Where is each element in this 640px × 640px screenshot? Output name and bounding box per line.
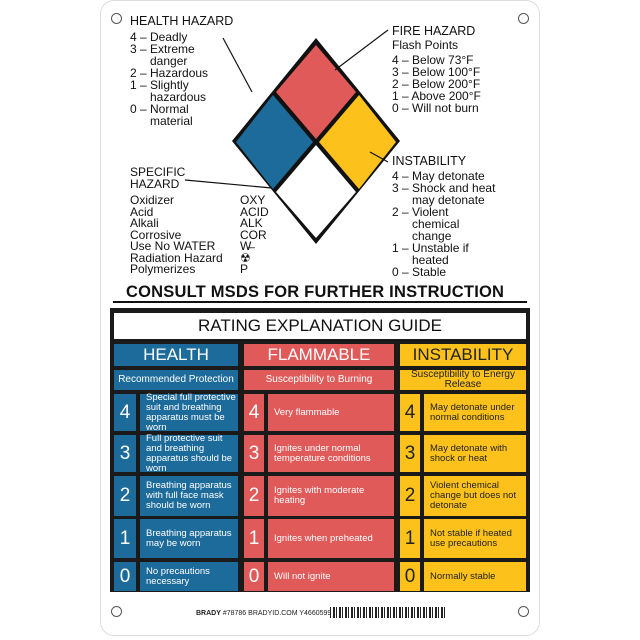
- flammable-column-subheader: Susceptibility to Burning: [244, 370, 394, 390]
- mounting-hole: [518, 606, 529, 617]
- fire-item: 3 – Below 100°F: [392, 65, 481, 79]
- fire-item: 4 – Below 73°F: [392, 53, 474, 67]
- divider: [113, 301, 527, 303]
- specific-hazard-name: Acid: [130, 204, 154, 219]
- health-rating-description: Breathing apparatus with full face mask …: [140, 476, 238, 516]
- instability-item: 3 – Shock and heat may detonate: [392, 181, 496, 207]
- barcode: [330, 607, 445, 618]
- instability-list: 4 – May detonate 3 – Shock and heat may …: [392, 170, 495, 278]
- health-item: 4 – Deadly: [130, 30, 188, 44]
- instability-column-header: INSTABILITY: [400, 344, 526, 366]
- flammable-column-header: FLAMMABLE: [244, 344, 394, 366]
- health-rating-description: Full protective suit and breathing appar…: [140, 433, 238, 473]
- health-rating-number: 4: [114, 394, 136, 431]
- instability-rating-description: Normally stable: [424, 562, 526, 591]
- specific-hazard-name: Use No WATER: [130, 239, 216, 253]
- instability-rating-number: 2: [400, 476, 420, 516]
- specific-hazard-code: ☢: [240, 250, 251, 265]
- consult-msds-text: CONSULT MSDS FOR FURTHER INSTRUCTION: [126, 283, 505, 301]
- instability-rating-number: 0: [400, 562, 420, 591]
- instability-rating-number: 4: [400, 394, 420, 431]
- specific-hazard-name: Radiation Hazard: [130, 250, 223, 265]
- health-hazard-title: HEALTH HAZARD: [130, 14, 234, 28]
- instability-rating-description: Violent chemical change but does not det…: [424, 476, 526, 516]
- fire-item: 1 – Above 200°F: [392, 89, 481, 103]
- flammable-rating-number: 0: [244, 562, 264, 591]
- specific-hazard-name: Alkali: [130, 216, 159, 230]
- flammable-rating-number: 1: [244, 519, 264, 558]
- diamond-outline: [232, 38, 400, 244]
- specific-hazard-code: OXY: [240, 193, 266, 207]
- instability-rating-description: May detonate with shock or heat: [424, 435, 526, 472]
- flammable-rating-description: Ignites with moderate heating: [268, 476, 394, 516]
- health-rating-number: 2: [114, 476, 136, 516]
- health-rating-description: Special full protective suit and breathi…: [140, 392, 238, 432]
- nfpa-diamond: [232, 38, 400, 244]
- instability-quadrant: [319, 95, 396, 189]
- health-column-subheader: Recommended Protection: [114, 370, 238, 390]
- specific-hazard-code: ALK: [240, 216, 263, 230]
- instability-item: 2 – Violent chemical change: [392, 205, 460, 243]
- health-item: 0 – Normal material: [130, 102, 193, 128]
- specific-hazard-code: W̶: [240, 239, 252, 253]
- flammable-rating-number: 2: [244, 476, 264, 516]
- flammable-rating-description: Ignites when preheated: [268, 519, 394, 558]
- instability-item: 0 – Stable: [392, 265, 447, 279]
- flammable-rating-description: Very flammable: [268, 394, 394, 431]
- specific-hazard-name: Polymerizes: [130, 262, 196, 276]
- brand-logo: BRADY: [196, 610, 221, 617]
- flammable-rating-number: 4: [244, 394, 264, 431]
- fire-item: 0 – Will not burn: [392, 101, 479, 115]
- leader-lines: [184, 29, 389, 189]
- health-rating-description: Breathing apparatus may be worn: [140, 519, 238, 558]
- specific-hazard-code: ACID: [240, 204, 269, 219]
- specific-hazard-code: P: [240, 262, 249, 276]
- fire-item: 2 – Below 200°F: [392, 77, 481, 91]
- special-quadrant: [276, 145, 356, 238]
- health-item: 2 – Hazardous: [130, 66, 209, 80]
- instability-item: 1 – Unstable if heated: [392, 241, 469, 267]
- health-hazard-list: 4 – Deadly 3 – Extreme danger 2 – Hazard…: [130, 31, 208, 127]
- flammable-rating-description: Will not ignite: [268, 562, 394, 591]
- health-rating-number: 0: [114, 562, 136, 591]
- flammable-rating-description: Ignites under normal temperature conditi…: [268, 435, 394, 472]
- mounting-hole: [111, 606, 122, 617]
- fire-hazard-subtitle: Flash Points: [392, 38, 459, 52]
- specific-hazard-code: COR: [240, 227, 267, 242]
- instability-item: 4 – May detonate: [392, 169, 485, 183]
- specific-hazard-name: Corrosive: [130, 227, 182, 242]
- instability-title: INSTABILITY: [392, 154, 467, 168]
- fire-hazard-list: 4 – Below 73°F 3 – Below 100°F 2 – Below…: [392, 54, 481, 114]
- product-code: #78786 BRADYID.COM Y4660599: [222, 610, 332, 617]
- health-rating-number: 3: [114, 435, 136, 472]
- instability-rating-description: Not stable if heated use precautions: [424, 519, 526, 558]
- specific-hazard-name: Oxidizer: [130, 193, 175, 207]
- mounting-hole: [518, 13, 529, 24]
- rating-guide: RATING EXPLANATION GUIDE HEALTH Recommend…: [110, 308, 530, 592]
- health-item: 1 – Slightly hazardous: [130, 78, 207, 104]
- health-item: 3 – Extreme danger: [130, 42, 195, 68]
- instability-rating-number: 3: [400, 435, 420, 472]
- guide-title: RATING EXPLANATION GUIDE: [114, 313, 526, 339]
- health-quadrant: [236, 95, 313, 189]
- footer-text: BRADY #78786 BRADYID.COM Y4660599: [196, 610, 331, 617]
- health-rating-number: 1: [114, 519, 136, 558]
- mounting-hole: [111, 13, 122, 24]
- instability-rating-description: May detonate under normal conditions: [424, 394, 526, 431]
- flammable-rating-number: 3: [244, 435, 264, 472]
- health-rating-description: No precautions necessary: [140, 562, 238, 591]
- instability-rating-number: 1: [400, 519, 420, 558]
- specific-hazard-title: SPECIFIC HAZARD: [130, 165, 186, 191]
- health-column-header: HEALTH: [114, 344, 238, 366]
- fire-hazard-title: FIRE HAZARD: [392, 24, 476, 38]
- instability-column-subheader: Susceptibility to Energy Release: [400, 370, 526, 390]
